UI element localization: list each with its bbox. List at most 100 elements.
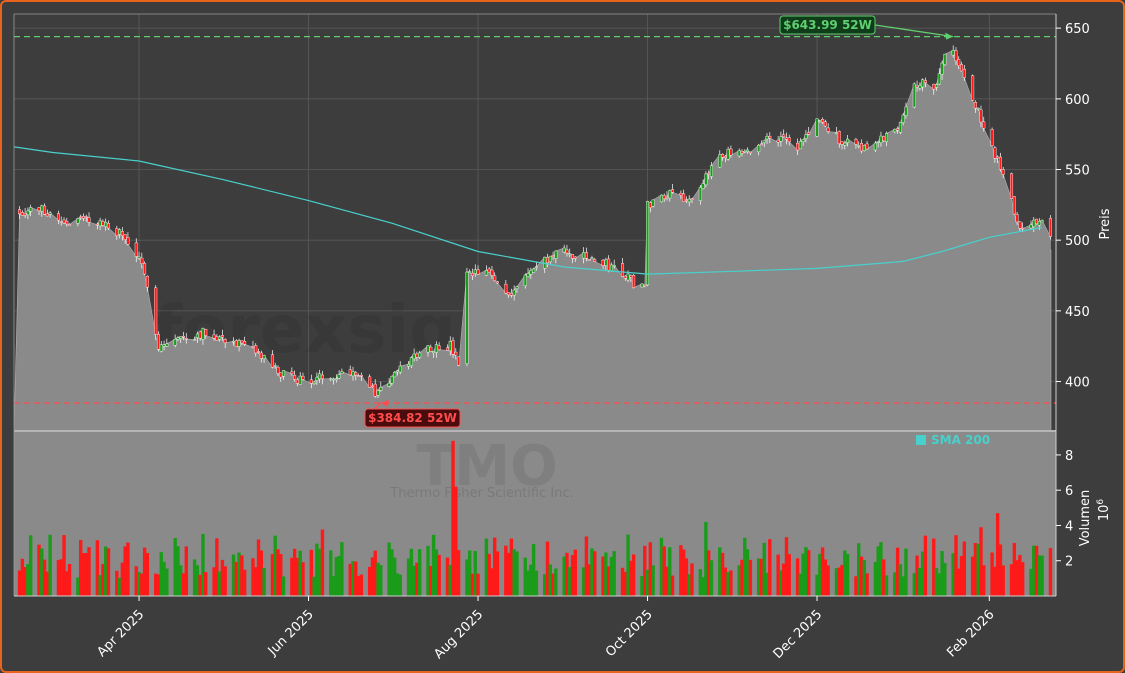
candle-body	[348, 369, 352, 376]
x-tick-label: Feb 2026	[944, 607, 997, 660]
volume-bar	[76, 577, 80, 596]
candle-body	[181, 335, 185, 338]
volume-bar	[215, 538, 219, 596]
candle-body	[837, 131, 841, 144]
volume-bar	[470, 573, 475, 596]
candle-body	[507, 292, 511, 296]
candle-body	[543, 256, 547, 269]
annotation-arrowhead	[945, 32, 954, 40]
legend-label-sma-200: SMA 200	[931, 433, 990, 447]
volume-bar	[740, 559, 744, 596]
candle-body	[979, 109, 983, 123]
candle-body	[918, 85, 922, 89]
price-grid	[14, 14, 1056, 431]
candle-body	[320, 374, 324, 380]
volume-bar	[279, 554, 283, 596]
volume-bar	[231, 554, 236, 596]
annotations: $643.99 52W $384.82 52W	[14, 15, 1056, 428]
candle-body	[376, 390, 380, 396]
volume-bar	[932, 538, 936, 596]
volume-bar	[901, 576, 905, 596]
candle-body	[23, 213, 27, 216]
candle-body	[740, 150, 744, 154]
volume-bar	[912, 573, 916, 596]
volume-bar	[234, 561, 238, 596]
volume-bar	[609, 556, 614, 596]
volume-bar	[412, 565, 416, 596]
candle-body	[143, 263, 147, 275]
candle-body	[332, 378, 336, 381]
volume-bar	[818, 553, 822, 596]
volume-bar	[1001, 565, 1005, 596]
volume-bar	[668, 547, 672, 596]
candle-body	[962, 68, 966, 78]
candle-body	[901, 114, 905, 123]
candle-body	[843, 142, 847, 146]
volume-bar	[895, 547, 900, 596]
candle-body	[84, 216, 88, 218]
volume-bar	[526, 570, 530, 596]
candle-body	[393, 372, 397, 378]
volume-bar	[62, 535, 66, 596]
candle-body	[546, 257, 550, 264]
volume-bar	[845, 554, 850, 596]
volume-bar	[106, 548, 111, 596]
volume-bar	[251, 558, 255, 596]
volume-bar	[1048, 548, 1053, 596]
volume-bar	[1012, 542, 1017, 596]
volume-bar	[379, 565, 383, 596]
price-tick-label: 600	[1065, 93, 1090, 108]
candle-body	[509, 292, 513, 296]
candle-body	[562, 247, 566, 253]
candle-body	[896, 128, 900, 131]
volume-bar	[648, 542, 653, 596]
candle-body	[523, 274, 527, 286]
volume-bar	[387, 542, 391, 596]
legend-swatch-sma-200	[916, 435, 926, 445]
volume-bar	[176, 546, 180, 596]
volume-bar	[259, 550, 264, 596]
volume-bar	[223, 566, 227, 596]
volume-bar	[834, 568, 839, 596]
volume-bar	[998, 544, 1003, 596]
candle-body	[312, 381, 316, 384]
candle-body	[1037, 221, 1041, 226]
price-tick-label: 400	[1065, 376, 1090, 391]
x-axis-ticks: Apr 2025 Jun 2025 Aug 2025 Oct 2025 Dec 2025…	[94, 596, 998, 662]
candle-body	[315, 377, 319, 381]
annotation-label: $643.99 52W	[783, 18, 872, 32]
volume-bar	[20, 558, 25, 596]
volume-bar	[534, 570, 539, 596]
volume-bar	[140, 573, 144, 596]
volume-bar	[298, 550, 302, 596]
candle-body	[379, 387, 383, 391]
price-tick-label: 500	[1065, 234, 1090, 249]
candle-body	[954, 50, 958, 62]
legend: SMA 200	[916, 433, 990, 447]
volume-bar	[156, 574, 161, 596]
volume-bar	[743, 537, 747, 596]
candle-body	[765, 135, 769, 140]
candle-body	[565, 249, 569, 254]
volume-bar	[876, 546, 880, 596]
volume-bar	[154, 573, 158, 596]
volume-bar	[159, 552, 163, 596]
volume-bar	[59, 559, 63, 596]
candle-body	[484, 270, 488, 276]
volume-bar	[551, 573, 555, 596]
candle-body	[996, 156, 1000, 159]
volume-bar	[292, 548, 297, 596]
annotation-arrow	[874, 24, 954, 38]
volume-bar	[962, 541, 967, 596]
candle-body	[923, 80, 927, 84]
candle-body	[445, 347, 449, 351]
candle-body	[40, 205, 44, 212]
volume-bar	[373, 550, 377, 596]
volume-bar	[973, 542, 978, 596]
volume-bar	[737, 565, 741, 596]
candle-body	[684, 199, 688, 201]
volume-bar	[709, 560, 714, 596]
volume-bar	[87, 547, 91, 596]
candle-body	[548, 255, 552, 263]
volume-bar	[137, 572, 141, 596]
